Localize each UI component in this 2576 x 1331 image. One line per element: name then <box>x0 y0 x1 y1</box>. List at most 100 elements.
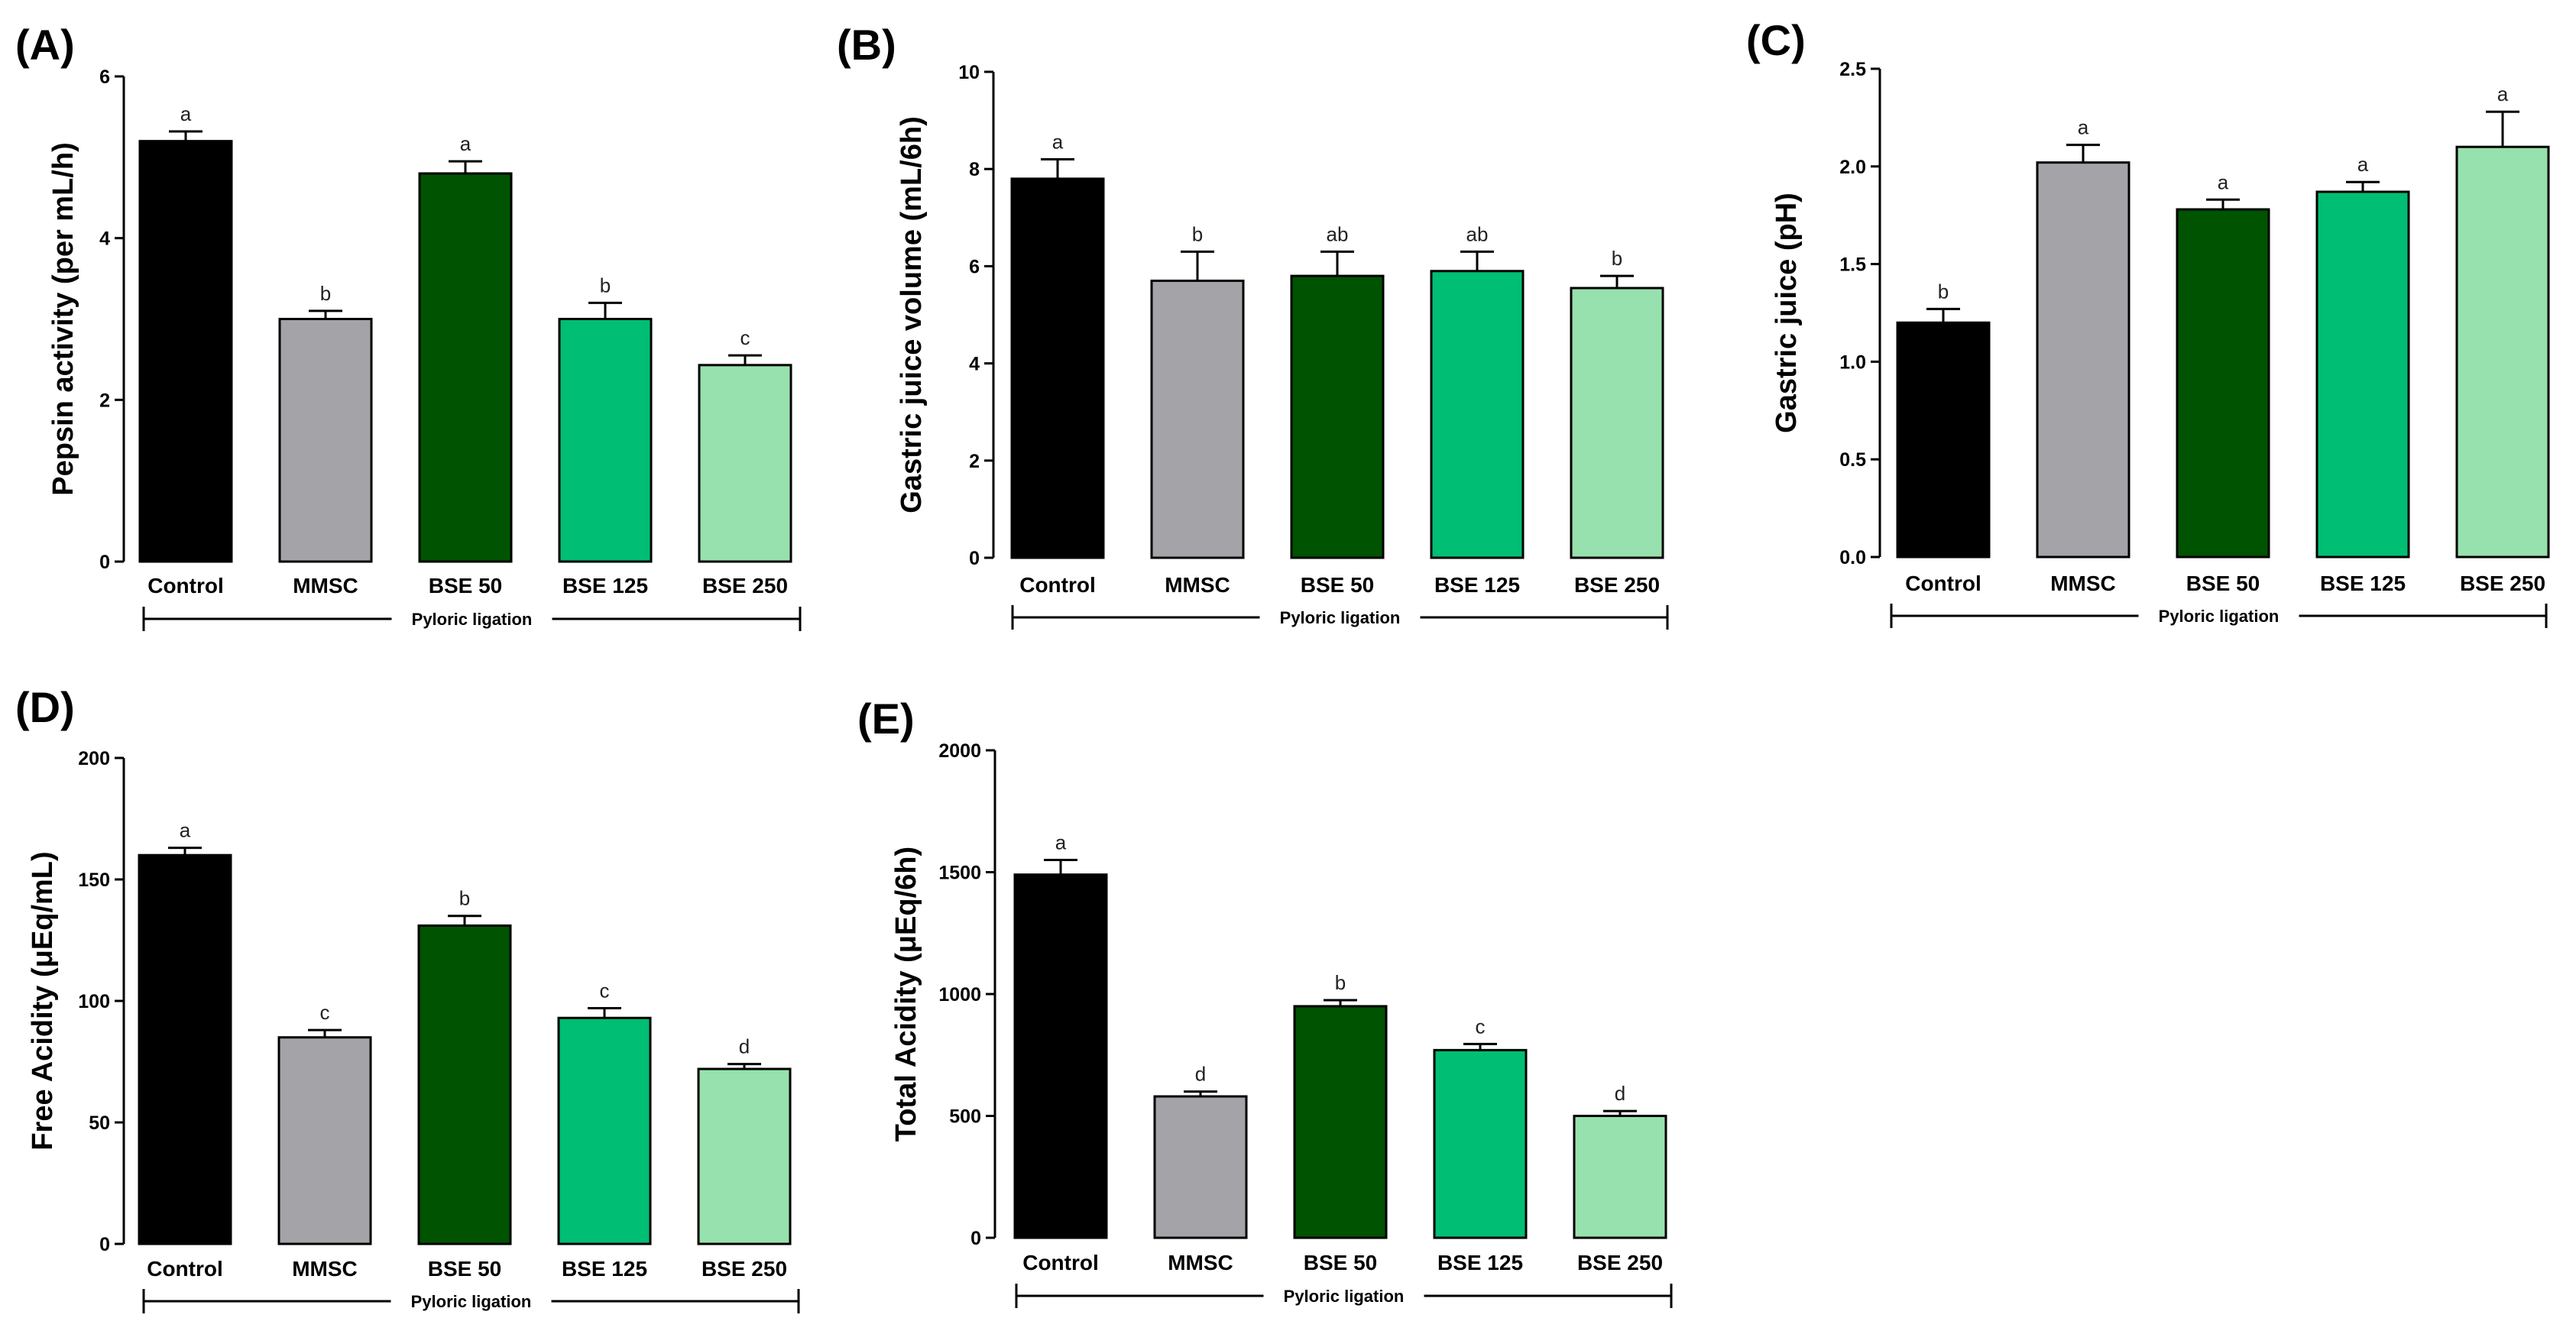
y-tick-label: 0 <box>970 1228 981 1249</box>
group-label: Pyloric ligation <box>1280 608 1401 627</box>
significance-letter: b <box>1335 971 1346 994</box>
significance-letter: b <box>1612 247 1622 270</box>
significance-letter: a <box>180 819 191 842</box>
panel-label: (D) <box>15 683 75 731</box>
x-category-label: Control <box>1905 572 1981 595</box>
y-tick-label: 0.0 <box>1839 547 1866 568</box>
bar-bse-125 <box>1433 1048 1528 1239</box>
significance-letter: a <box>2497 83 2509 105</box>
bar-mmsc <box>278 318 373 563</box>
y-tick-label: 0.5 <box>1839 449 1866 471</box>
y-tick-label: 4 <box>99 228 110 250</box>
bar-bse-50 <box>418 172 513 563</box>
significance-letter: b <box>320 282 331 305</box>
x-category-label: BSE 50 <box>428 1257 502 1281</box>
panel-label: (A) <box>15 21 75 69</box>
y-tick-label: 2 <box>99 390 110 411</box>
y-tick-label: 1.5 <box>1839 254 1866 276</box>
bar-bse-250 <box>1573 1115 1667 1239</box>
bar-control <box>1896 321 1991 559</box>
y-tick-label: 6 <box>99 66 110 88</box>
x-category-label: BSE 50 <box>1304 1251 1378 1274</box>
bar-bse-50 <box>2176 208 2270 559</box>
bar-control <box>138 140 233 563</box>
significance-letter: a <box>180 102 192 125</box>
bar-bse-125 <box>2315 190 2410 559</box>
significance-letter: d <box>1195 1063 1206 1086</box>
significance-letter: a <box>1055 831 1067 854</box>
x-category-label: MMSC <box>292 1257 358 1281</box>
significance-letter: d <box>739 1035 750 1058</box>
x-category-label: MMSC <box>293 574 358 597</box>
panel-label: (E) <box>857 695 915 743</box>
chart-panel-c: (C) Gastric juice (pH) 0.0 0.5 1.0 1.5 2.0 2.5 b… <box>1746 16 2550 628</box>
x-category-label: BSE 125 <box>1437 1251 1523 1274</box>
y-tick-label: 150 <box>78 870 110 891</box>
significance-letter: c <box>600 980 610 1002</box>
significance-letter: b <box>1938 280 1949 303</box>
y-tick-label: 200 <box>78 748 110 769</box>
bar-bse-50 <box>1290 274 1385 559</box>
y-tick-label: 2.5 <box>1839 59 1866 80</box>
y-axis-label: Gastric juice volume (mL/6h) <box>896 116 928 513</box>
x-category-label: BSE 250 <box>702 1257 787 1281</box>
x-category-label: Control <box>1022 1251 1099 1274</box>
y-axis-label: Total Acidity (μEq/6h) <box>890 847 922 1142</box>
x-category-label: BSE 50 <box>2186 572 2260 595</box>
significance-letter: c <box>1476 1015 1486 1038</box>
significance-letter: c <box>320 1001 330 1024</box>
y-tick-label: 1.0 <box>1839 351 1866 373</box>
significance-letter: a <box>2078 116 2089 139</box>
y-tick-label: 0 <box>99 552 110 573</box>
bar-mmsc <box>277 1036 372 1245</box>
significance-letter: b <box>600 274 611 296</box>
x-category-label: BSE 125 <box>562 1257 647 1281</box>
bar-bse-250 <box>1570 287 1664 559</box>
significance-letter: a <box>1052 130 1064 153</box>
bar-bse-125 <box>557 1016 652 1245</box>
chart-panel-a: (A) Pepsin activity (per mL/h) 0 2 4 6 a Contro… <box>15 21 802 631</box>
significance-letter: ab <box>1327 222 1349 245</box>
group-label: Pyloric ligation <box>1284 1287 1405 1306</box>
significance-letter: a <box>2218 170 2229 193</box>
y-tick-label: 2.0 <box>1839 157 1866 178</box>
x-category-label: MMSC <box>2050 572 2116 595</box>
panel-label: (C) <box>1746 16 1806 64</box>
significance-letter: b <box>459 887 470 910</box>
x-category-label: BSE 250 <box>1577 1251 1663 1274</box>
chart-panel-b: (B) Gastric juice volume (mL/6h) 0 2 4 6 8 10 a C… <box>837 21 1669 630</box>
chart-panel-e: (E) Total Acidity (μEq/6h) 0 500 1000 1500 200… <box>857 695 1673 1308</box>
x-category-label: BSE 125 <box>2320 572 2406 595</box>
x-category-label: BSE 250 <box>2460 572 2545 595</box>
y-tick-label: 8 <box>969 159 980 180</box>
group-label: Pyloric ligation <box>412 610 533 629</box>
x-category-label: BSE 50 <box>1301 573 1375 597</box>
y-tick-label: 100 <box>78 991 110 1012</box>
y-tick-label: 10 <box>958 62 980 83</box>
group-label: Pyloric ligation <box>2159 607 2280 626</box>
bar-control <box>1013 873 1108 1239</box>
y-axis-label: Free Acidity (μEq/mL) <box>27 851 59 1150</box>
significance-letter: ab <box>1466 222 1489 245</box>
y-tick-label: 6 <box>969 256 980 277</box>
significance-letter: a <box>2357 153 2369 176</box>
x-category-label: Control <box>147 1257 223 1281</box>
y-tick-label: 500 <box>949 1106 981 1128</box>
y-tick-label: 1000 <box>938 984 981 1006</box>
y-tick-label: 0 <box>969 548 980 569</box>
x-category-label: MMSC <box>1168 1251 1233 1274</box>
x-category-label: BSE 250 <box>702 574 788 597</box>
bar-mmsc <box>1153 1095 1248 1239</box>
x-category-label: Control <box>1019 573 1096 597</box>
significance-letter: b <box>1192 222 1203 245</box>
x-category-label: BSE 250 <box>1574 573 1660 597</box>
bar-bse-125 <box>1430 270 1525 559</box>
y-tick-label: 1500 <box>938 863 981 884</box>
x-category-label: BSE 125 <box>562 574 648 597</box>
y-axis-label: Pepsin activity (per mL/h) <box>47 142 79 495</box>
bar-mmsc <box>2036 161 2130 559</box>
y-tick-label: 2 <box>969 451 980 472</box>
bar-control <box>1010 177 1105 559</box>
bar-bse-50 <box>1293 1005 1388 1239</box>
